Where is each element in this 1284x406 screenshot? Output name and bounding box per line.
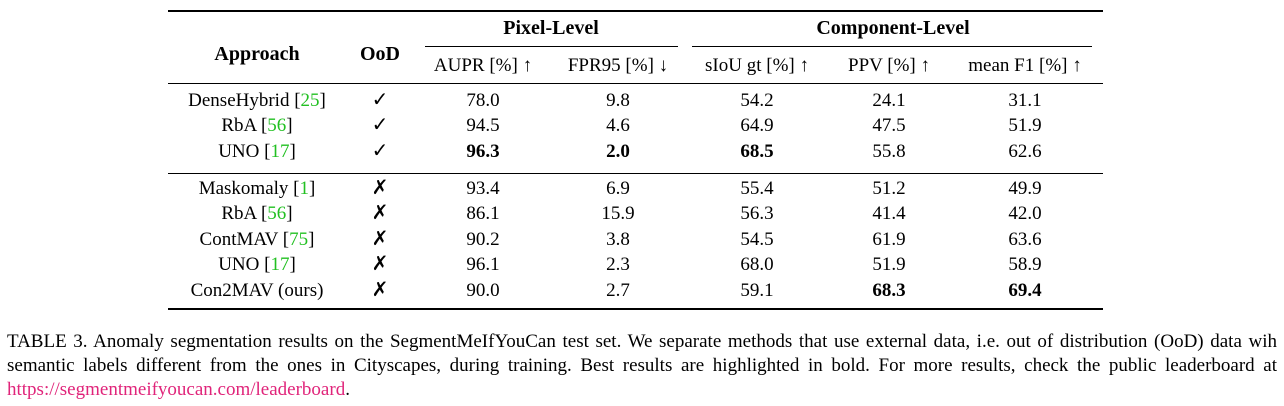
cross-mark-icon: ✗: [371, 279, 389, 301]
cross-mark-icon: ✗: [371, 202, 389, 224]
header-siou: sIoU gt [%] ↑: [705, 55, 809, 76]
approach-cell: UNO [17]: [218, 254, 296, 275]
value-cell: 96.1: [466, 254, 500, 275]
header-fpr95: FPR95 [%] ↓: [567, 55, 669, 76]
approach-name: Con2MAV (ours): [190, 280, 324, 301]
approach-cell: Con2MAV (ours): [191, 280, 324, 302]
bottom-rule: [168, 308, 1103, 310]
value-cell: 51.9: [872, 254, 906, 275]
value-cell: 51.2: [872, 178, 906, 199]
check-mark-icon: ✓: [371, 140, 389, 162]
header-approach: Approach: [214, 43, 300, 65]
approach-cell: UNO [17]: [218, 141, 296, 162]
approach-name: UNO: [218, 141, 260, 162]
cross-mark-icon: ✗: [371, 177, 389, 199]
header-pixel-level: Pixel-Level: [503, 17, 599, 39]
citation-link[interactable]: 25: [300, 90, 320, 111]
header-ppv: PPV [%] ↑: [848, 55, 930, 76]
citation-link[interactable]: 1: [299, 178, 309, 199]
check-mark-icon: ✓: [371, 114, 389, 136]
value-cell: 94.5: [466, 115, 500, 136]
value-cell: 86.1: [466, 203, 500, 224]
citation-link[interactable]: 17: [270, 141, 290, 162]
citation-link[interactable]: 56: [267, 203, 287, 224]
approach-cell: DenseHybrid [25]: [188, 90, 326, 111]
value-cell: 63.6: [1008, 229, 1042, 250]
value-cell: 3.8: [606, 229, 630, 250]
value-cell: 61.9: [872, 229, 906, 250]
value-cell: 78.0: [466, 90, 500, 111]
value-cell: 90.2: [466, 229, 500, 250]
value-cell: 62.6: [1008, 141, 1042, 162]
approach-name: DenseHybrid: [188, 90, 290, 111]
value-cell: 58.9: [1008, 254, 1042, 275]
value-cell: 2.0: [606, 141, 630, 162]
value-cell: 55.4: [740, 178, 774, 199]
value-cell: 47.5: [872, 115, 906, 136]
value-cell: 31.1: [1008, 90, 1042, 111]
approach-name: ContMAV: [199, 229, 279, 250]
caption-end: .: [345, 379, 350, 400]
value-cell: 15.9: [601, 203, 635, 224]
approach-name: RbA: [221, 115, 257, 136]
approach-name: RbA: [221, 203, 257, 224]
table-caption: TABLE 3. Anomaly segmentation results on…: [7, 330, 1277, 402]
approach-name: Maskomaly: [198, 178, 289, 199]
header-rule: [168, 83, 1103, 84]
approach-name: UNO: [218, 254, 260, 275]
value-cell: 49.9: [1008, 178, 1042, 199]
header-aupr: AUPR [%] ↑: [433, 55, 533, 76]
citation-link[interactable]: 75: [289, 229, 309, 250]
value-cell: 41.4: [872, 203, 906, 224]
value-cell: 90.0: [466, 280, 500, 301]
value-cell: 93.4: [466, 178, 500, 199]
header-mean-f1: mean F1 [%] ↑: [968, 55, 1082, 76]
top-rule: [168, 10, 1103, 12]
value-cell: 69.4: [1008, 280, 1042, 301]
value-cell: 68.5: [740, 141, 774, 162]
approach-cell: RbA [56]: [221, 115, 293, 136]
caption-text: TABLE 3. Anomaly segmentation results on…: [7, 331, 1277, 376]
approach-cell: ContMAV [75]: [199, 229, 315, 250]
value-cell: 54.2: [740, 90, 774, 111]
value-cell: 56.3: [740, 203, 774, 224]
approach-cell: Maskomaly [1]: [198, 178, 316, 199]
header-ood: OoD: [360, 43, 400, 65]
value-cell: 59.1: [740, 280, 774, 301]
value-cell: 64.9: [740, 115, 774, 136]
citation-link[interactable]: 56: [267, 115, 287, 136]
value-cell: 2.3: [606, 254, 630, 275]
group-separator-rule: [168, 173, 1103, 174]
value-cell: 4.6: [606, 115, 630, 136]
value-cell: 24.1: [872, 90, 906, 111]
approach-cell: RbA [56]: [221, 203, 293, 224]
component-level-cline: [692, 46, 1092, 47]
value-cell: 68.3: [872, 280, 906, 301]
value-cell: 54.5: [740, 229, 774, 250]
citation-link[interactable]: 17: [270, 254, 290, 275]
check-mark-icon: ✓: [371, 89, 389, 111]
value-cell: 96.3: [466, 141, 500, 162]
leaderboard-link[interactable]: https://segmentmeifyoucan.com/leaderboar…: [7, 379, 346, 400]
cross-mark-icon: ✗: [371, 228, 389, 250]
pixel-level-cline: [425, 46, 678, 47]
cross-mark-icon: ✗: [371, 253, 389, 275]
value-cell: 42.0: [1008, 203, 1042, 224]
value-cell: 6.9: [606, 178, 630, 199]
value-cell: 68.0: [740, 254, 774, 275]
value-cell: 9.8: [606, 90, 630, 111]
value-cell: 51.9: [1008, 115, 1042, 136]
header-component-level: Component-Level: [816, 17, 970, 39]
value-cell: 55.8: [872, 141, 906, 162]
value-cell: 2.7: [606, 280, 630, 301]
